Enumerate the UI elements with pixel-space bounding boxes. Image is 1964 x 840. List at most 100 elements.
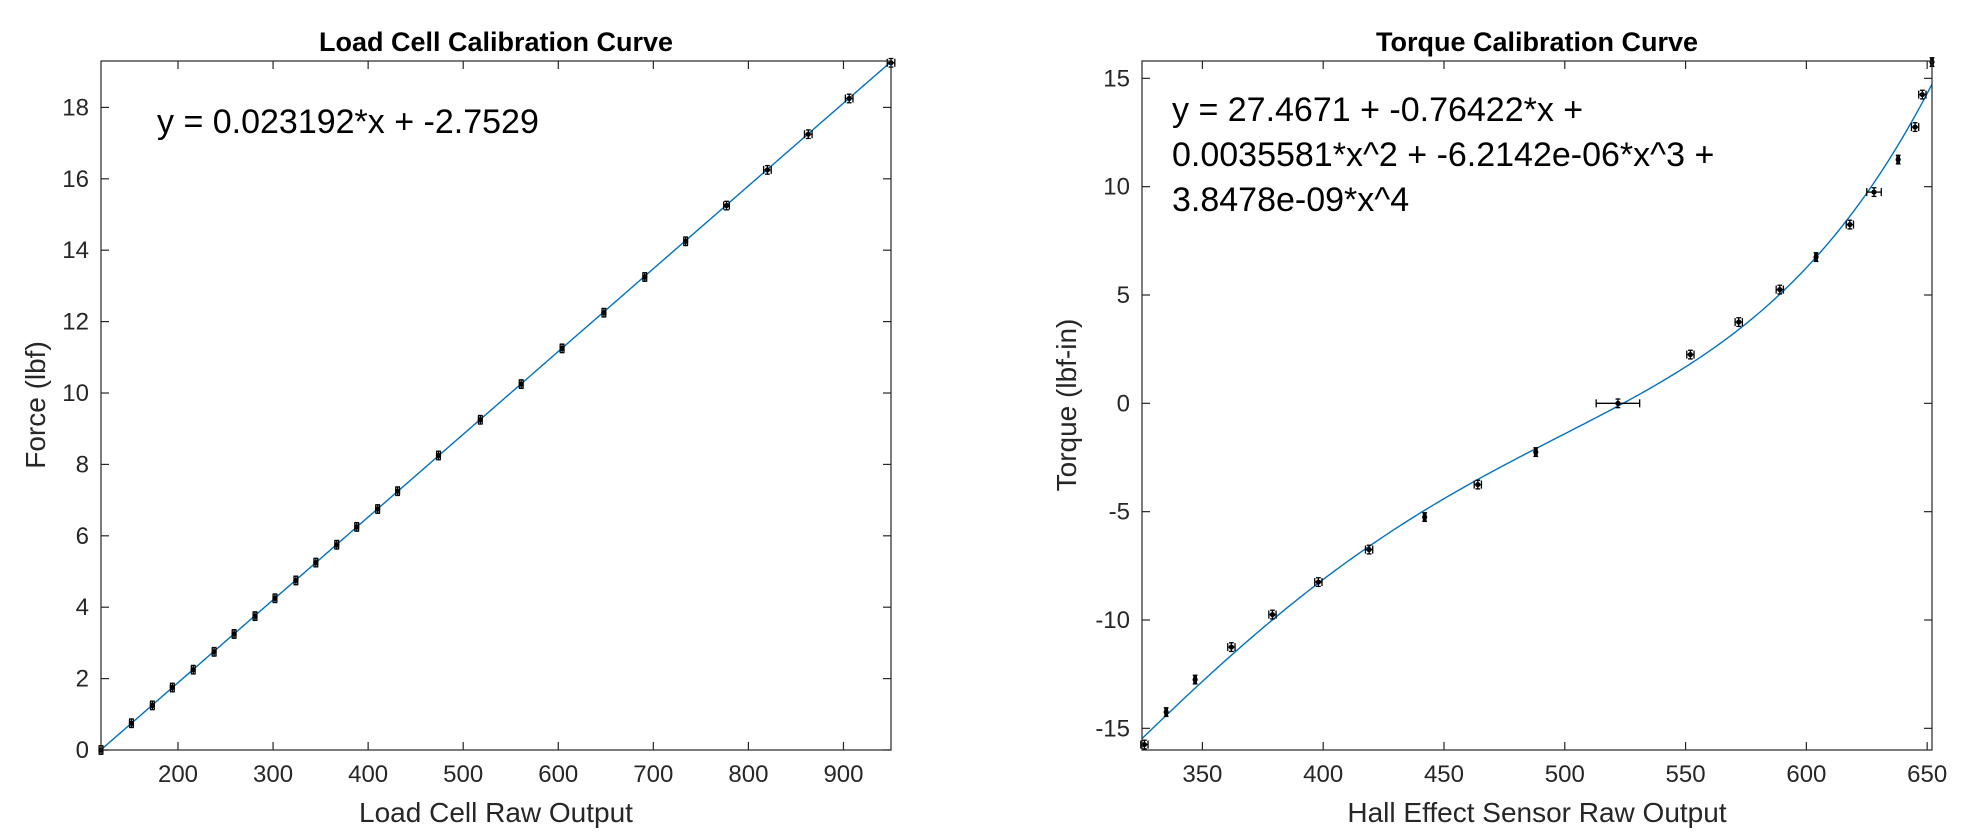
load-cell-data-marker xyxy=(272,595,278,601)
torque-data-marker xyxy=(1912,124,1918,130)
load-cell-data-marker xyxy=(642,274,648,280)
load-cell-y-tick-label: 4 xyxy=(76,594,89,621)
load-cell-data-marker xyxy=(169,684,175,691)
load-cell-data-point xyxy=(642,272,648,282)
load-cell-data-point xyxy=(313,557,319,568)
torque-y-tick-label: 15 xyxy=(1103,65,1130,92)
torque-data-marker xyxy=(1141,741,1148,748)
torque-data-point xyxy=(1533,447,1539,458)
torque-data-marker xyxy=(1269,611,1276,618)
load-cell-x-tick-label: 500 xyxy=(443,761,483,788)
torque-data-point xyxy=(1422,512,1428,523)
torque-data-point xyxy=(1929,57,1935,68)
torque-data-point xyxy=(1314,577,1323,588)
torque-data-point xyxy=(1895,154,1901,165)
torque-x-tick-label: 600 xyxy=(1786,761,1826,788)
torque-x-axis-label: Hall Effect Sensor Raw Output xyxy=(1347,797,1726,828)
load-cell-data-point xyxy=(723,200,731,211)
torque-y-tick-label: -15 xyxy=(1095,715,1130,742)
load-cell-data-point xyxy=(844,93,854,104)
torque-data-marker xyxy=(1847,221,1853,228)
torque-data-marker xyxy=(1687,351,1694,358)
torque-data-marker xyxy=(1919,91,1925,98)
load-cell-x-tick-label: 600 xyxy=(538,761,578,788)
torque-data-point xyxy=(1473,479,1483,490)
torque-data-marker xyxy=(1777,286,1783,293)
torque-data-point xyxy=(1192,674,1198,685)
torque-data-point xyxy=(1813,252,1819,263)
load-cell-data-marker xyxy=(601,310,607,316)
load-cell-data-point xyxy=(477,414,483,425)
load-cell-data-point xyxy=(149,700,155,711)
torque-points xyxy=(1140,57,1935,750)
torque-x-tick-label: 650 xyxy=(1907,761,1947,788)
torque-x-tick-label: 450 xyxy=(1424,761,1464,788)
load-cell-fit-equation: y = 0.023192*x + -2.7529 xyxy=(157,103,539,141)
torque-data-marker xyxy=(1192,676,1198,683)
load-cell-data-marker xyxy=(477,417,483,423)
torque-data-marker xyxy=(1615,400,1621,406)
load-cell-data-point xyxy=(169,682,175,693)
torque-data-point xyxy=(1775,284,1785,295)
torque-data-marker xyxy=(1736,319,1742,325)
load-cell-data-marker xyxy=(313,559,319,566)
load-cell-data-point xyxy=(435,450,442,461)
load-cell-data-point xyxy=(518,379,524,390)
load-cell-y-tick-label: 12 xyxy=(62,309,89,336)
load-cell-y-tick-label: 16 xyxy=(62,166,89,193)
torque-fit-equation-line-2: 0.0035581*x^2 + -6.2142e-06*x^3 + xyxy=(1172,136,1714,174)
load-cell-data-point xyxy=(762,164,772,175)
load-cell-chart: Load Cell Calibration Curve 200 300 400 500… xyxy=(20,27,896,828)
load-cell-data-marker xyxy=(190,667,196,673)
torque-y-tick-label: 0 xyxy=(1117,390,1130,417)
torque-y-tick-label: 5 xyxy=(1117,282,1130,309)
load-cell-data-point xyxy=(395,486,401,497)
load-cell-data-marker xyxy=(354,524,360,530)
load-cell-x-tick-label: 400 xyxy=(348,761,388,788)
torque-data-point xyxy=(1595,398,1641,409)
load-cell-data-point xyxy=(601,307,607,318)
load-cell-y-axis-label: Force (lbf) xyxy=(20,341,51,469)
load-cell-x-axis-label: Load Cell Raw Output xyxy=(359,797,633,828)
torque-data-marker xyxy=(1475,481,1481,488)
load-cell-data-point xyxy=(375,504,381,514)
torque-y-tick-label: 10 xyxy=(1103,174,1130,201)
load-cell-data-point xyxy=(334,539,340,550)
load-cell-data-marker xyxy=(293,577,299,584)
torque-data-marker xyxy=(1533,449,1539,455)
load-cell-x-tick-label: 300 xyxy=(253,761,293,788)
load-cell-data-point xyxy=(231,629,237,639)
load-cell-x-tick-label: 800 xyxy=(728,761,768,788)
load-cell-points xyxy=(98,57,896,755)
load-cell-data-marker xyxy=(559,345,565,351)
torque-y-axis-label: Torque (lbf-in) xyxy=(1051,319,1082,492)
load-cell-x-tick-label: 900 xyxy=(823,761,863,788)
torque-data-point xyxy=(1734,317,1744,328)
torque-data-marker xyxy=(1315,579,1321,585)
load-cell-data-marker xyxy=(395,488,401,494)
load-cell-chart-title: Load Cell Calibration Curve xyxy=(319,27,673,57)
load-cell-data-marker xyxy=(231,631,237,637)
load-cell-data-point xyxy=(252,611,258,622)
torque-data-point xyxy=(1686,349,1695,360)
load-cell-data-point xyxy=(559,343,565,354)
load-cell-x-tick-label: 700 xyxy=(633,761,673,788)
load-cell-data-point xyxy=(803,129,813,140)
load-cell-data-point xyxy=(293,575,299,586)
torque-chart-title: Torque Calibration Curve xyxy=(1376,27,1698,57)
torque-y-tick-label: -5 xyxy=(1109,499,1130,526)
torque-data-point xyxy=(1866,187,1882,198)
torque-data-point xyxy=(1268,609,1277,620)
torque-fit-equation-line-1: y = 27.4671 + -0.76422*x + xyxy=(1172,91,1583,129)
load-cell-ticks: 200 300 400 500 600 700 800 900 0 2 4 6 8 10 12 14 16 18 xyxy=(62,61,891,788)
load-cell-data-marker xyxy=(683,238,689,244)
torque-data-marker xyxy=(1366,546,1372,553)
load-cell-y-tick-label: 14 xyxy=(62,237,89,264)
load-cell-y-tick-label: 2 xyxy=(76,666,89,693)
torque-x-tick-label: 400 xyxy=(1303,761,1343,788)
torque-data-marker xyxy=(1895,156,1901,163)
torque-x-tick-label: 550 xyxy=(1666,761,1706,788)
torque-y-tick-label: -10 xyxy=(1095,607,1130,634)
load-cell-fit-line xyxy=(100,61,892,751)
load-cell-data-marker xyxy=(805,131,811,137)
